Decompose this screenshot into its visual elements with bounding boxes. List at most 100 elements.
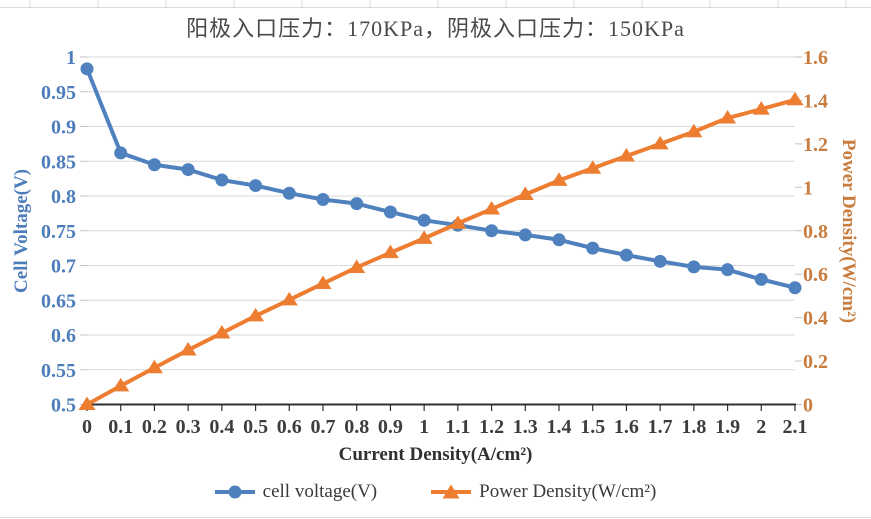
data-point-power-density	[719, 110, 737, 124]
right-tick-label: 0	[803, 395, 813, 417]
left-tick-label: 0.85	[41, 151, 76, 173]
legend-label-cell-voltage: cell voltage(V)	[262, 481, 378, 502]
data-point-power-density	[280, 291, 298, 306]
right-tick-label: 1.2	[803, 134, 828, 156]
data-point-power-density	[651, 135, 669, 150]
right-tick-label: 0.4	[803, 308, 828, 330]
data-point-cell-voltage	[721, 263, 735, 277]
data-point-cell-voltage	[552, 233, 566, 247]
right-tick-label: 0.2	[803, 351, 828, 373]
data-point-power-density	[247, 307, 265, 322]
data-point-power-density	[584, 160, 602, 174]
x-tick-label: 0.9	[378, 416, 403, 438]
left-tick-label: 0.75	[41, 221, 76, 243]
x-tick-label: 1.3	[513, 416, 538, 438]
data-point-cell-voltage	[653, 254, 667, 268]
x-tick-label: 0.7	[311, 416, 336, 438]
data-point-power-density	[483, 201, 501, 215]
left-tick-label: 0.95	[41, 82, 76, 104]
legend-item-cell-voltage: cell voltage(V)	[214, 481, 378, 503]
data-point-cell-voltage	[249, 179, 263, 193]
x-tick-label: 0.2	[142, 416, 167, 438]
left-axis-title: Cell Voltage(V)	[11, 168, 32, 294]
triangle-marker-icon	[431, 484, 472, 499]
x-tick-label: 1.8	[681, 416, 706, 438]
x-axis-title: Current Density(A/cm²)	[338, 444, 533, 465]
data-point-cell-voltage	[181, 163, 195, 177]
x-tick-label: 0.5	[243, 416, 268, 438]
x-tick-label: 1.2	[479, 416, 504, 438]
x-tick-label: 1.4	[547, 416, 572, 438]
data-point-power-density	[145, 359, 163, 374]
series-line-power-density	[85, 97, 797, 407]
data-point-cell-voltage	[518, 228, 532, 242]
x-tick-label: 2.1	[783, 416, 808, 438]
data-point-cell-voltage	[350, 197, 364, 211]
data-point-cell-voltage	[282, 186, 296, 200]
data-point-power-density	[415, 230, 433, 244]
data-point-cell-voltage	[417, 213, 431, 227]
legend-label-power-density: Power Density(W/cm²)	[479, 481, 657, 502]
x-tick-label: 1	[419, 416, 429, 438]
data-point-power-density	[348, 259, 366, 273]
data-point-power-density	[179, 341, 197, 356]
right-tick-label: 1.6	[803, 47, 828, 69]
data-point-cell-voltage	[80, 62, 94, 76]
x-tick-label: 0	[82, 416, 92, 438]
data-point-power-density	[449, 215, 467, 229]
data-point-cell-voltage	[316, 192, 330, 206]
legend: cell voltage(V) Power Density(W/cm²)	[0, 481, 871, 503]
x-tick-label: 0.1	[108, 416, 133, 438]
data-point-power-density	[550, 172, 568, 186]
circle-marker-icon	[214, 485, 255, 499]
left-tick-label: 0.65	[41, 290, 76, 312]
left-tick-label: 1	[66, 47, 76, 69]
left-tick-label: 0.9	[51, 117, 76, 139]
x-tick-label: 1.7	[648, 416, 673, 438]
left-tick-label: 0.55	[41, 360, 76, 382]
left-tick-label: 0.7	[51, 256, 76, 278]
data-point-power-density	[752, 101, 770, 115]
data-point-power-density	[786, 91, 804, 106]
right-tick-label: 1	[803, 177, 813, 199]
x-tick-label: 1.5	[580, 416, 605, 438]
data-point-power-density	[213, 325, 231, 339]
data-point-power-density	[381, 244, 399, 259]
data-point-power-density	[112, 377, 130, 392]
data-point-cell-voltage	[619, 248, 633, 262]
data-point-power-density	[78, 396, 96, 410]
legend-item-power-density: Power Density(W/cm²)	[431, 481, 656, 503]
series-line-cell-voltage	[85, 66, 797, 290]
data-point-cell-voltage	[754, 272, 768, 286]
data-point-power-density	[314, 275, 332, 290]
data-point-cell-voltage	[586, 241, 600, 255]
right-tick-label: 0.6	[803, 264, 828, 286]
x-tick-label: 0.8	[344, 416, 369, 438]
right-tick-label: 1.4	[803, 90, 828, 112]
left-tick-label: 0.6	[51, 325, 76, 347]
left-tick-label: 0.8	[51, 186, 76, 208]
right-tick-label: 0.8	[803, 221, 828, 243]
x-tick-label: 1.6	[614, 416, 639, 438]
x-tick-label: 0.3	[176, 416, 201, 438]
x-tick-label: 0.4	[209, 416, 234, 438]
data-point-cell-voltage	[687, 260, 701, 274]
left-tick-label: 0.5	[51, 395, 76, 417]
data-point-power-density	[685, 123, 703, 138]
data-point-cell-voltage	[788, 281, 802, 295]
right-axis-title: Power Density(W/cm²)	[838, 138, 859, 324]
chart-title: 阳极入口压力：170KPa，阴极入口压力：150KPa	[186, 16, 685, 41]
data-point-cell-voltage	[485, 224, 499, 238]
x-tick-label: 2	[756, 416, 766, 438]
data-point-cell-voltage	[383, 205, 397, 219]
x-tick-label: 1.1	[445, 416, 470, 438]
data-point-cell-voltage	[114, 146, 128, 160]
data-point-cell-voltage	[147, 158, 161, 172]
x-tick-label: 1.9	[715, 416, 740, 438]
x-tick-label: 0.6	[277, 416, 302, 438]
data-point-power-density	[516, 186, 534, 200]
data-point-cell-voltage	[215, 173, 229, 187]
data-point-power-density	[617, 148, 635, 162]
